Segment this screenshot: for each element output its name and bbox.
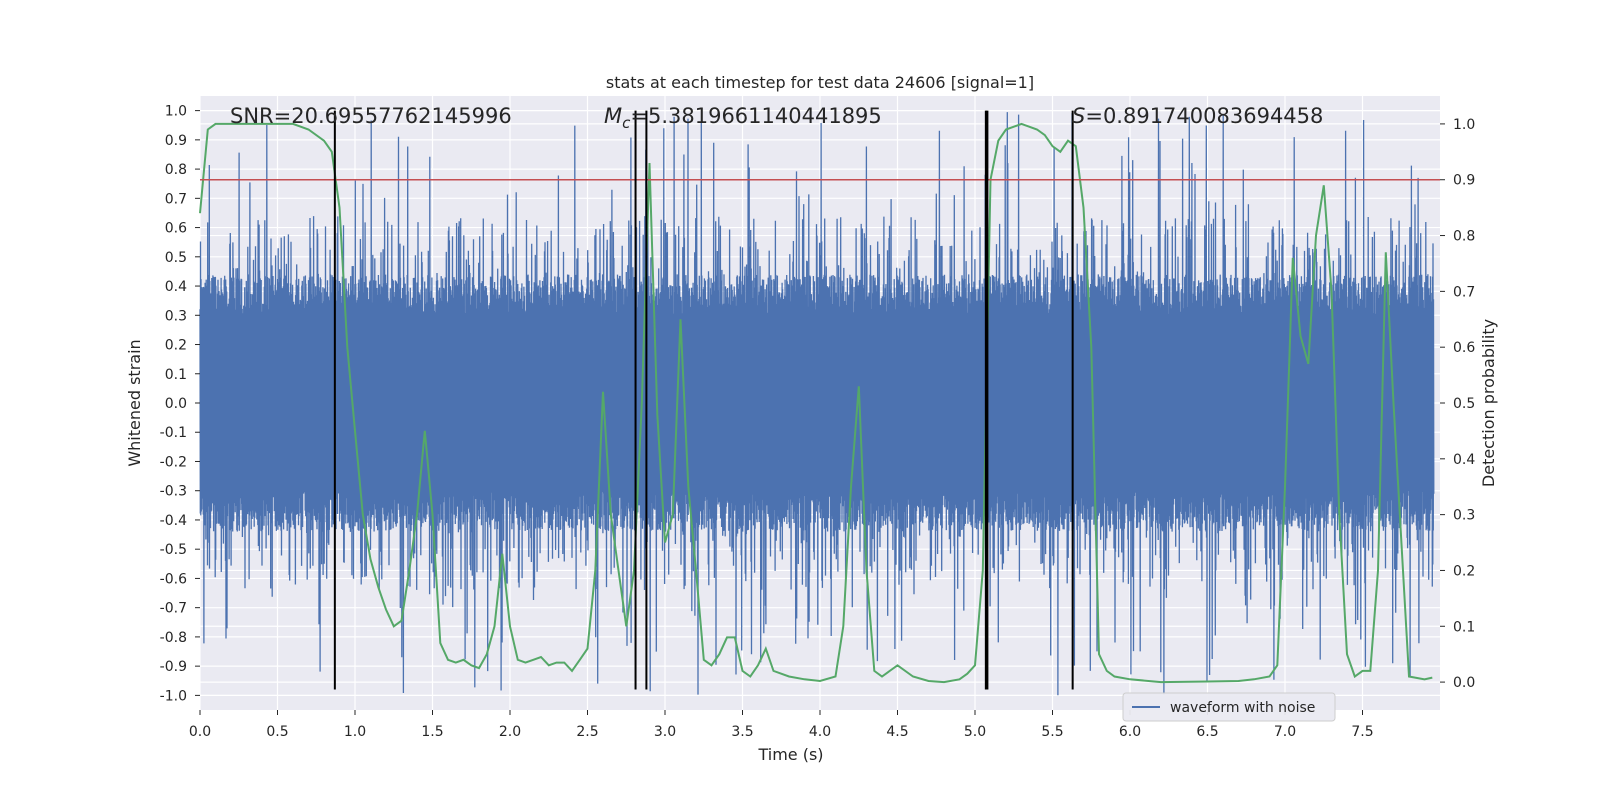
y-tick-label: -0.5 bbox=[160, 542, 187, 558]
x-tick-label: 7.0 bbox=[1274, 724, 1296, 740]
x-tick-label: 4.5 bbox=[886, 724, 908, 740]
y2-tick-label: 0.9 bbox=[1453, 173, 1475, 189]
y-tick-label: 0.2 bbox=[165, 338, 187, 354]
x-axis-label: Time (s) bbox=[757, 745, 823, 764]
legend-box bbox=[1122, 692, 1336, 722]
legend-label: waveform with noise bbox=[1170, 700, 1315, 716]
y2-axis-ticks: 1.0 0.9 0.8 0.7 0.6 0.5 0.4 0.3 0.2 0.1 0.0 bbox=[1440, 117, 1475, 691]
y2-tick-label: 0.8 bbox=[1453, 229, 1475, 245]
y-tick-label: 0.7 bbox=[165, 191, 187, 207]
chirp-mass-value: =5.3819661140441895 bbox=[630, 104, 881, 128]
y-tick-label: 1.0 bbox=[165, 104, 187, 120]
probability-line bbox=[199, 122, 1433, 684]
y-tick-label: -0.1 bbox=[160, 425, 187, 441]
y-tick-label: 0.5 bbox=[165, 250, 187, 266]
y2-tick-label: 0.5 bbox=[1453, 396, 1475, 412]
x-tick-label: 3.5 bbox=[731, 724, 753, 740]
x-tick-label: 1.5 bbox=[421, 724, 443, 740]
y2-tick-label: 0.4 bbox=[1453, 452, 1475, 468]
y-tick-label: -0.7 bbox=[160, 601, 187, 617]
chirp-mass-symbol: M bbox=[604, 104, 622, 128]
y2-tick-label: 0.1 bbox=[1453, 619, 1475, 635]
probability-series bbox=[199, 122, 1433, 684]
x-tick-label: 7.5 bbox=[1351, 724, 1373, 740]
y-tick-label: -0.6 bbox=[160, 571, 187, 587]
y-tick-label: 0.0 bbox=[165, 396, 187, 412]
chirp-mass-subscript: c bbox=[622, 114, 631, 132]
y-axis-ticks: 1.0 0.9 0.8 0.7 0.6 0.5 0.4 0.3 0.2 0.1 0.0 -0.1 -0.… bbox=[160, 104, 200, 704]
x-tick-label: 3.0 bbox=[654, 724, 676, 740]
y-tick-label: 0.4 bbox=[165, 279, 187, 295]
y-tick-label: -0.3 bbox=[160, 484, 187, 500]
y-tick-label: 0.3 bbox=[165, 308, 187, 324]
legend: waveform with noise bbox=[1122, 692, 1336, 722]
event-markers bbox=[333, 110, 1074, 690]
chirp-mass-annotation: Mc=5.3819661140441895 bbox=[604, 104, 882, 132]
strain-line bbox=[199, 112, 1435, 696]
spin-value: =0.891740083694458 bbox=[1085, 104, 1323, 128]
x-tick-label: 2.0 bbox=[499, 724, 521, 740]
snr-annotation: SNR=20.69557762145996 bbox=[230, 104, 512, 128]
x-tick-label: 4.0 bbox=[809, 724, 831, 740]
x-tick-label: 5.5 bbox=[1041, 724, 1063, 740]
y2-tick-label: 0.7 bbox=[1453, 284, 1475, 300]
y-tick-label: -0.2 bbox=[160, 454, 187, 470]
y-tick-label: -0.9 bbox=[160, 659, 187, 675]
y-axis-label: Whitened strain bbox=[125, 339, 144, 466]
x-tick-label: 6.5 bbox=[1196, 724, 1218, 740]
x-tick-label: 5.0 bbox=[964, 724, 986, 740]
strain-series bbox=[199, 112, 1435, 696]
y2-tick-label: 1.0 bbox=[1453, 117, 1475, 133]
y-tick-label: -1.0 bbox=[160, 688, 187, 704]
x-tick-label: 0.5 bbox=[266, 724, 288, 740]
y2-tick-label: 0.0 bbox=[1453, 675, 1475, 691]
y2-axis-label: Detection probability bbox=[1479, 319, 1498, 487]
x-tick-label: 2.5 bbox=[576, 724, 598, 740]
y2-tick-label: 0.6 bbox=[1453, 340, 1475, 356]
x-tick-label: 1.0 bbox=[344, 724, 366, 740]
x-axis-ticks: 0.0 0.5 1.0 1.5 2.0 2.5 3.0 3.5 4.0 4.5 5.0 5.5 6.0 6… bbox=[189, 710, 1374, 740]
x-tick-label: 0.0 bbox=[189, 724, 211, 740]
y2-tick-label: 0.3 bbox=[1453, 508, 1475, 524]
spin-annotation: S=0.891740083694458 bbox=[1072, 104, 1323, 128]
y2-tick-label: 0.2 bbox=[1453, 563, 1475, 579]
chart-title: stats at each timestep for test data 246… bbox=[606, 73, 1034, 92]
y-tick-label: 0.9 bbox=[165, 133, 187, 149]
spin-symbol: S bbox=[1072, 104, 1085, 128]
y-tick-label: 0.1 bbox=[165, 367, 187, 383]
y-tick-label: 0.6 bbox=[165, 221, 187, 237]
y-tick-label: 0.8 bbox=[165, 162, 187, 178]
y-tick-label: -0.4 bbox=[160, 513, 187, 529]
y-tick-label: -0.8 bbox=[160, 630, 187, 646]
x-tick-label: 6.0 bbox=[1119, 724, 1141, 740]
